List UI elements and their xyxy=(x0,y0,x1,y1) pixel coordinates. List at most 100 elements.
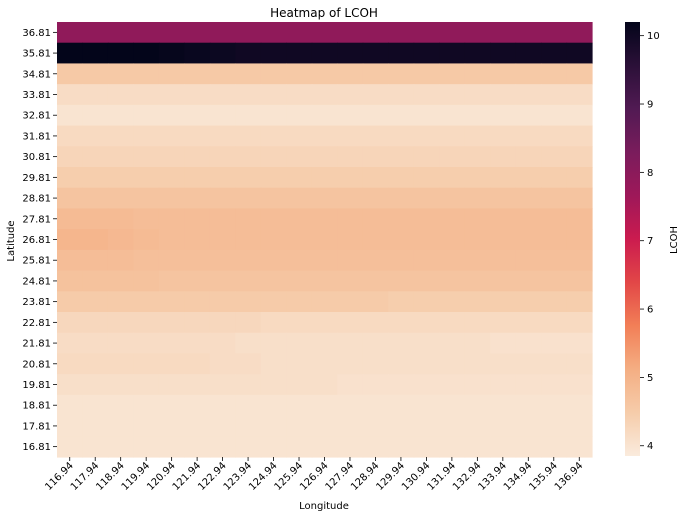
heatmap-cell xyxy=(158,167,185,189)
heatmap-cell xyxy=(439,208,466,230)
heatmap-cell xyxy=(57,22,84,44)
y-tick-label: 20.81 xyxy=(22,359,51,370)
heatmap-cell xyxy=(260,415,287,437)
colorbar-tick-label: 8 xyxy=(647,168,653,179)
heatmap-cell xyxy=(286,394,313,417)
heatmap-cell xyxy=(260,104,287,127)
colorbar-tick-label: 9 xyxy=(647,100,653,111)
heatmap-cell xyxy=(260,436,287,458)
heatmap-cell xyxy=(57,125,84,147)
heatmap-cell xyxy=(133,394,160,417)
heatmap-cell xyxy=(184,229,211,251)
heatmap-cell xyxy=(566,415,593,437)
heatmap-cell xyxy=(235,394,262,417)
heatmap-cell xyxy=(541,436,568,458)
heatmap-cell xyxy=(541,42,568,65)
heatmap-cell xyxy=(464,270,491,292)
heatmap-cell xyxy=(439,63,466,85)
heatmap-cell xyxy=(362,291,389,313)
heatmap-cell xyxy=(209,394,236,417)
heatmap-cell xyxy=(337,394,364,417)
heatmap-cell xyxy=(184,187,211,210)
y-tick-label: 24.81 xyxy=(22,276,51,287)
heatmap-cell xyxy=(57,374,84,396)
heatmap-cell xyxy=(133,353,160,375)
colorbar-tick-label: 7 xyxy=(647,236,653,247)
heatmap-cell xyxy=(107,353,135,375)
heatmap-cell xyxy=(413,22,440,44)
heatmap-cell xyxy=(464,394,491,417)
heatmap-cell xyxy=(57,63,84,85)
heatmap-cell xyxy=(413,208,440,230)
heatmap-cell xyxy=(286,63,313,85)
heatmap-cell xyxy=(133,249,160,272)
heatmap-cell xyxy=(490,84,517,106)
heatmap-cell xyxy=(209,353,236,375)
heatmap-cell xyxy=(158,229,185,251)
heatmap-cell xyxy=(235,42,262,65)
heatmap-cell xyxy=(337,208,364,230)
heatmap-cell xyxy=(107,22,135,44)
heatmap-cell xyxy=(388,22,415,44)
heatmap-cell xyxy=(439,22,466,44)
heatmap-cell xyxy=(82,229,109,251)
heatmap-cell xyxy=(413,104,440,127)
heatmap-cell xyxy=(490,312,517,334)
heatmap-cell xyxy=(209,374,236,396)
heatmap-cell xyxy=(464,353,491,375)
heatmap-cell xyxy=(490,104,517,127)
heatmap-cell xyxy=(158,291,185,313)
heatmap-cell xyxy=(158,374,185,396)
heatmap-cell xyxy=(413,42,440,65)
heatmap-cell xyxy=(82,187,109,210)
heatmap-cell xyxy=(57,394,84,417)
heatmap-cell xyxy=(337,415,364,437)
heatmap-cell xyxy=(260,332,287,355)
heatmap-cell xyxy=(286,353,313,375)
heatmap-cell xyxy=(311,42,338,65)
heatmap-cell xyxy=(82,394,109,417)
heatmap-cell xyxy=(133,63,160,85)
heatmap-cell xyxy=(57,436,84,458)
heatmap-cell xyxy=(464,146,491,168)
heatmap-cell xyxy=(413,394,440,417)
heatmap-cell xyxy=(311,187,338,210)
y-tick-label: 23.81 xyxy=(22,297,51,308)
heatmap-cell xyxy=(362,332,389,355)
heatmap-cell xyxy=(82,353,109,375)
heatmap-cell xyxy=(388,374,415,396)
heatmap-cell xyxy=(464,22,491,44)
heatmap-cell xyxy=(464,167,491,189)
heatmap-cell xyxy=(107,167,135,189)
heatmap-cell xyxy=(464,436,491,458)
heatmap-cell xyxy=(133,436,160,458)
heatmap-cell xyxy=(541,125,568,147)
heatmap-cell xyxy=(337,312,364,334)
heatmap-cell xyxy=(541,291,568,313)
heatmap-cell xyxy=(209,42,236,65)
heatmap-cell xyxy=(541,249,568,272)
heatmap-cell xyxy=(158,125,185,147)
heatmap-cell xyxy=(209,167,236,189)
heatmap-cell xyxy=(413,249,440,272)
heatmap-cell xyxy=(57,312,84,334)
heatmap-cell xyxy=(541,374,568,396)
heatmap-cell xyxy=(388,104,415,127)
heatmap-cell xyxy=(464,42,491,65)
heatmap-cell xyxy=(490,208,517,230)
heatmap-cell xyxy=(133,104,160,127)
heatmap-cell xyxy=(515,353,542,375)
heatmap-cell xyxy=(235,104,262,127)
heatmap-cell xyxy=(439,374,466,396)
heatmap-cell xyxy=(337,42,364,65)
heatmap-cell xyxy=(413,353,440,375)
heatmap-cell xyxy=(286,22,313,44)
heatmap-cell xyxy=(362,312,389,334)
heatmap-cell xyxy=(439,270,466,292)
heatmap-cell xyxy=(439,332,466,355)
heatmap-cell xyxy=(209,22,236,44)
heatmap-cell xyxy=(260,353,287,375)
heatmap-cell xyxy=(82,167,109,189)
heatmap-cell xyxy=(413,63,440,85)
